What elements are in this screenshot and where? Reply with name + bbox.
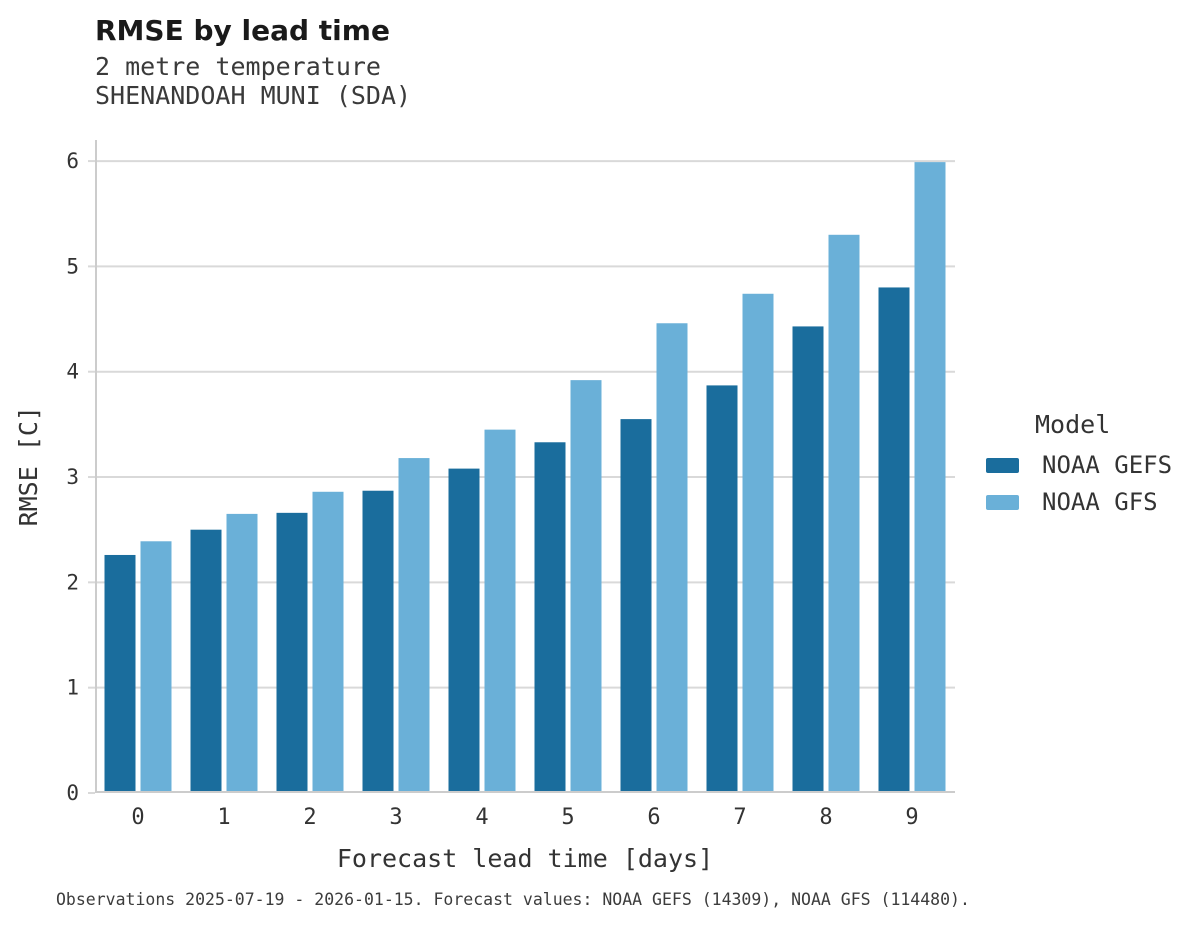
bar-noaa-gefs-lead-0	[104, 554, 136, 793]
x-tick-label-8: 8	[819, 805, 832, 830]
legend-title: Model	[1035, 410, 1111, 439]
bar-noaa-gefs-lead-7	[706, 385, 738, 793]
x-tick-label-1: 1	[217, 805, 230, 830]
bar-noaa-gefs-lead-1	[190, 529, 222, 793]
y-axis-label: RMSE [C]	[14, 140, 43, 793]
x-tick-label-9: 9	[905, 805, 918, 830]
bar-noaa-gfs-lead-6	[656, 323, 688, 793]
bar-noaa-gefs-lead-9	[878, 287, 910, 793]
y-tick-label-0: 0	[66, 781, 79, 805]
x-tick-label-5: 5	[561, 805, 574, 830]
chart-subtitle-line-2: SHENANDOAH MUNI (SDA)	[95, 81, 412, 110]
y-tick-label-5: 5	[66, 254, 79, 278]
bar-noaa-gfs-lead-8	[828, 234, 860, 794]
x-tick-label-2: 2	[303, 805, 316, 830]
bar-noaa-gefs-lead-8	[792, 326, 824, 793]
legend-label-gefs: NOAA GEFS	[1042, 451, 1173, 479]
bar-noaa-gfs-lead-2	[312, 491, 344, 793]
legend-label-gfs: NOAA GFS	[1042, 488, 1158, 516]
legend-item-gfs: NOAA GFS	[986, 488, 1172, 516]
bar-noaa-gfs-lead-1	[226, 513, 258, 793]
y-tick-label-3: 3	[66, 465, 79, 489]
x-tick-label-3: 3	[389, 805, 402, 830]
bar-noaa-gfs-lead-3	[398, 458, 430, 793]
bar-noaa-gefs-lead-5	[534, 442, 566, 793]
chart-subtitle: 2 metre temperature SHENANDOAH MUNI (SDA…	[95, 52, 411, 110]
y-axis-label-text: RMSE [C]	[14, 406, 43, 527]
legend: Model NOAA GEFS NOAA GFS	[986, 410, 1172, 527]
bar-noaa-gfs-lead-7	[742, 293, 774, 793]
x-tick-label-4: 4	[475, 805, 488, 830]
y-tick-label-4: 4	[66, 360, 79, 384]
x-tick-label-6: 6	[647, 805, 660, 830]
y-tick-label-2: 2	[66, 570, 79, 594]
bar-noaa-gfs-lead-0	[140, 541, 172, 793]
chart-title: RMSE by lead time	[95, 14, 390, 47]
bar-noaa-gfs-lead-5	[570, 380, 602, 793]
chart-subtitle-line-1: 2 metre temperature	[95, 52, 381, 81]
x-axis-label: Forecast lead time [days]	[336, 844, 714, 873]
bar-noaa-gefs-lead-6	[620, 419, 652, 793]
bar-noaa-gfs-lead-9	[914, 162, 946, 793]
bar-noaa-gefs-lead-4	[448, 468, 480, 793]
bar-noaa-gefs-lead-3	[362, 490, 394, 793]
legend-swatch-gfs	[986, 494, 1019, 510]
y-tick-label-6: 6	[66, 149, 79, 173]
legend-swatch-gefs	[986, 457, 1019, 473]
bar-noaa-gfs-lead-4	[484, 429, 516, 793]
chart-header: RMSE by lead time 2 metre temperature SH…	[95, 14, 411, 110]
x-tick-label-0: 0	[131, 805, 144, 830]
x-tick-label-7: 7	[733, 805, 746, 830]
bar-noaa-gefs-lead-2	[276, 512, 308, 793]
legend-item-gefs: NOAA GEFS	[986, 451, 1173, 479]
bar-chart-plot-area: 0 1 2 3 4 5 6 0 1 2 3 4 5 6 7 8 9	[66, 140, 955, 830]
footer-note: Observations 2025-07-19 - 2026-01-15. Fo…	[56, 890, 970, 909]
y-tick-label-1: 1	[66, 676, 79, 700]
